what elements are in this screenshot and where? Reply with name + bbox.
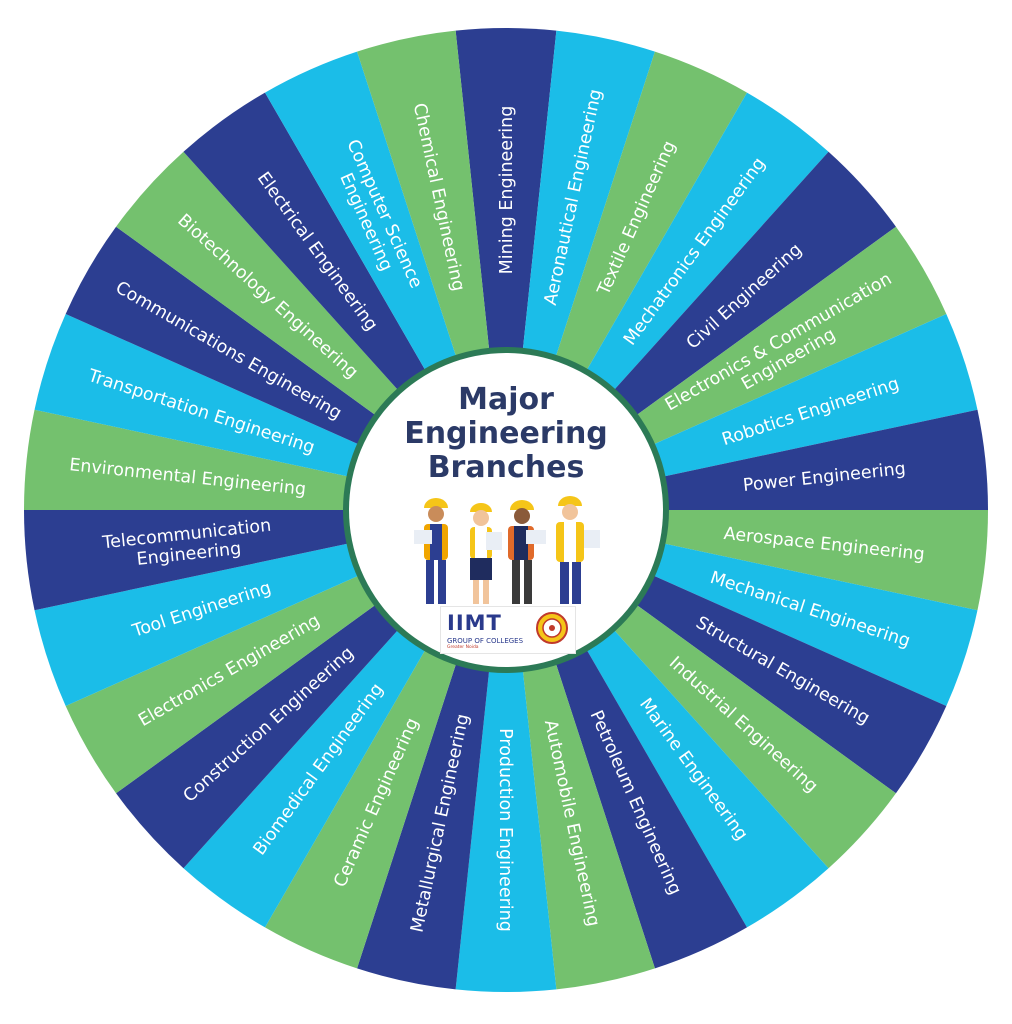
engineer-4: [556, 496, 600, 604]
engineer-1: [414, 498, 448, 604]
logo-subtitle: GROUP OF COLLEGES: [447, 637, 524, 645]
segment-production-engineering: [455, 510, 557, 993]
segment-mining-engineering: [455, 27, 557, 511]
title-line-2: Engineering: [404, 416, 608, 451]
title-line-1: Major: [458, 382, 554, 417]
logo-name: IIMT: [447, 611, 502, 635]
label-mining-engineering: Mining Engineering: [497, 106, 517, 275]
logo-tagline: Greater Noida: [447, 645, 479, 650]
label-line: Mining Engineering: [497, 106, 517, 275]
center-title: Major Engineering Branches: [400, 383, 612, 485]
title-line-3: Branches: [427, 450, 585, 485]
engineer-2: [470, 503, 502, 604]
college-seal-icon: [536, 612, 568, 644]
engineers-illustration: [414, 496, 600, 604]
engineer-3: [508, 500, 546, 604]
label-production-engineering: Production Engineering: [495, 728, 515, 932]
label-line: Production Engineering: [495, 728, 515, 932]
